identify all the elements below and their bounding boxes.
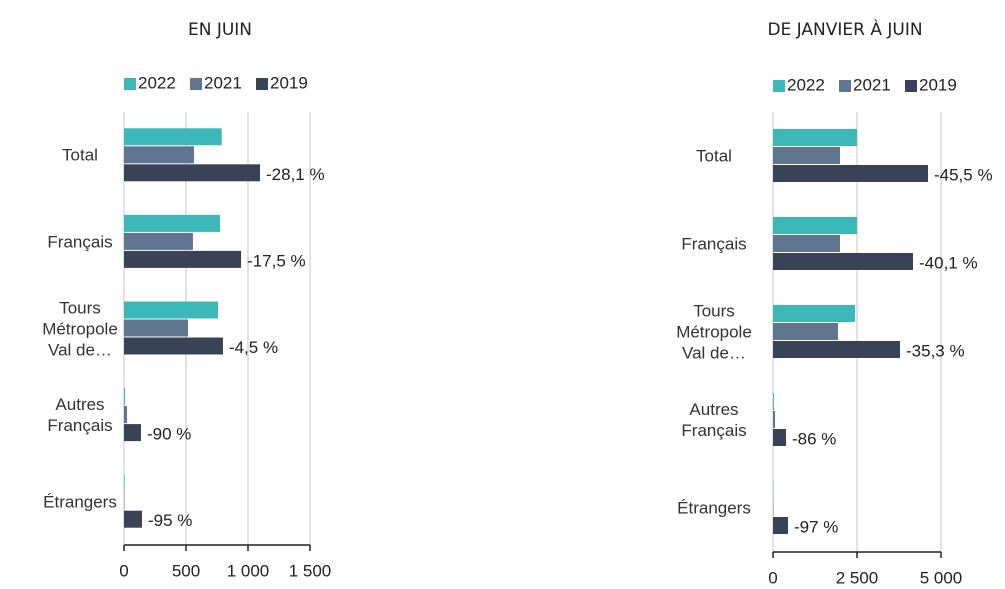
- bar: [773, 393, 775, 410]
- bar: [773, 341, 901, 358]
- bar: [124, 214, 220, 232]
- legend-swatch: [190, 78, 202, 90]
- bar: [124, 232, 193, 250]
- bar: [773, 217, 857, 234]
- bar: [124, 301, 218, 319]
- bar: [773, 305, 855, 322]
- bar: [773, 411, 776, 428]
- bar: [124, 128, 222, 146]
- change-label: -4,5 %: [229, 338, 278, 357]
- category-label: Tours Métropole Val de…: [676, 301, 752, 363]
- bar: [773, 165, 928, 182]
- legend-label: 2022: [138, 73, 176, 92]
- bar: [124, 164, 261, 182]
- x-tick-label: 500: [172, 561, 200, 580]
- change-label: -45,5 %: [934, 165, 993, 184]
- legend-swatch: [773, 80, 785, 92]
- bar: [124, 424, 141, 442]
- bar: [773, 323, 839, 340]
- x-tick-label: 1 500: [289, 561, 332, 580]
- category-label: Autres Français: [47, 395, 113, 436]
- change-label: -28,1 %: [266, 165, 325, 184]
- bar: [124, 319, 188, 337]
- change-label: -86 %: [792, 429, 836, 448]
- category-label: Total: [62, 145, 98, 165]
- bar: [124, 337, 223, 355]
- bar: [773, 147, 840, 164]
- change-label: -35,3 %: [906, 341, 965, 360]
- bar: [124, 250, 242, 268]
- change-label: -95 %: [148, 511, 192, 530]
- category-label: Tours Métropole Val de…: [42, 298, 118, 359]
- legend-swatch: [124, 78, 136, 90]
- bar: [124, 474, 125, 492]
- bar: [773, 253, 914, 270]
- category-label: Étrangers: [677, 498, 751, 518]
- bar: [124, 510, 142, 528]
- bar: [124, 406, 127, 424]
- legend-swatch: [839, 80, 851, 92]
- category-label: Autres Français: [681, 400, 747, 440]
- bar: [773, 429, 787, 446]
- x-tick-label: 0: [119, 561, 128, 580]
- legend-label: 2021: [204, 73, 242, 92]
- legend-swatch: [905, 80, 917, 92]
- legend-label: 2019: [919, 75, 957, 94]
- change-label: -97 %: [794, 517, 838, 536]
- bar: [773, 235, 840, 252]
- bar: [773, 129, 857, 146]
- legend-label: 2021: [853, 75, 891, 94]
- x-tick-label: 1 000: [227, 561, 270, 580]
- legend-label: 2022: [787, 75, 825, 94]
- change-label: -17,5 %: [247, 251, 306, 270]
- category-label: Étrangers: [43, 492, 117, 512]
- x-tick-label: 2 500: [836, 568, 879, 587]
- x-tick-label: 5 000: [920, 568, 963, 587]
- bar: [773, 517, 788, 534]
- category-label: Français: [681, 234, 747, 254]
- category-label: Français: [47, 232, 113, 252]
- category-label: Total: [696, 146, 732, 166]
- legend-swatch: [256, 78, 268, 90]
- bar: [124, 146, 195, 164]
- change-label: -40,1 %: [919, 253, 978, 272]
- change-label: -90 %: [147, 425, 191, 444]
- legend-label: 2019: [270, 73, 308, 92]
- x-tick-label: 0: [768, 568, 777, 587]
- chart-title: DE JANVIER À JUIN: [767, 18, 922, 40]
- bar: [124, 388, 125, 406]
- chart-title: EN JUIN: [188, 20, 252, 40]
